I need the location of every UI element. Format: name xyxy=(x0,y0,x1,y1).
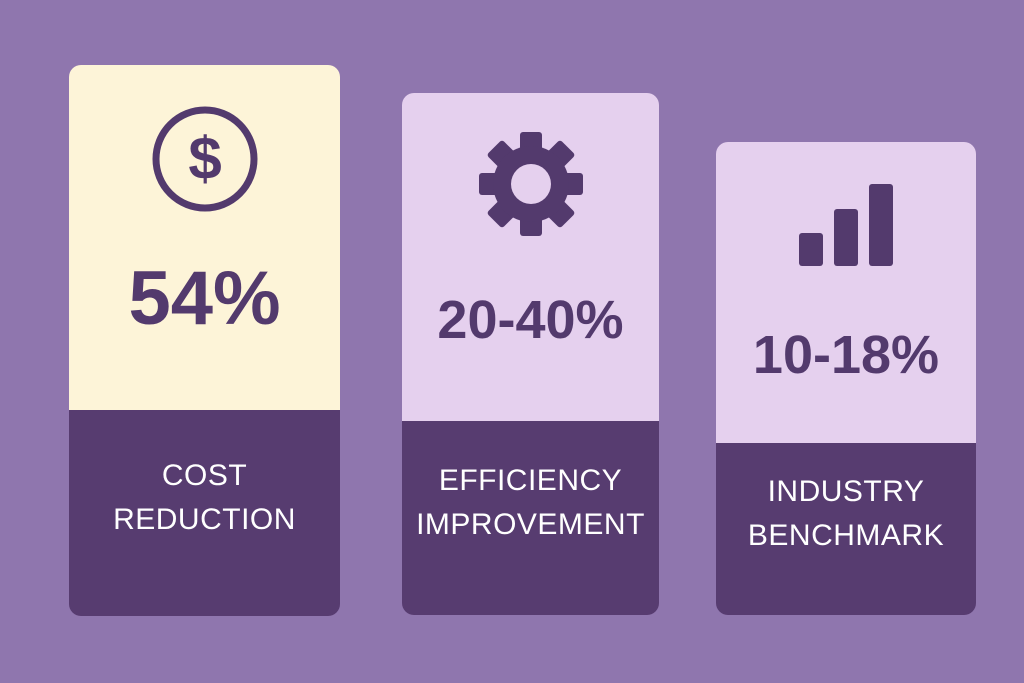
svg-text:$: $ xyxy=(188,125,221,192)
stat-card-top: $ 54% xyxy=(69,65,340,410)
stat-card-top: 10-18% xyxy=(716,142,976,443)
stat-label-line1: INDUSTRY xyxy=(767,475,925,508)
stat-value: 10-18% xyxy=(752,325,940,385)
stat-label-line2: BENCHMARK xyxy=(747,519,945,552)
stat-card-industry-benchmark: 10-18% INDUSTRY BENCHMARK xyxy=(716,142,976,615)
bar-chart-icon xyxy=(799,184,893,266)
stat-card-efficiency-improvement: 20-40% EFFICIENCY IMPROVEMENT xyxy=(402,93,659,615)
stat-label-line1: EFFICIENCY xyxy=(438,464,623,497)
stat-label-panel: INDUSTRY BENCHMARK xyxy=(716,443,976,615)
stat-label: COST REDUCTION xyxy=(113,454,296,542)
stat-value: 54% xyxy=(128,256,281,341)
stat-label-line1: COST xyxy=(161,459,248,492)
dollar-circle-icon: $ xyxy=(152,106,257,212)
stat-value: 20-40% xyxy=(437,290,624,350)
stat-label-panel: COST REDUCTION xyxy=(69,410,340,616)
stat-label-line2: REDUCTION xyxy=(113,503,296,536)
gear-icon xyxy=(478,132,583,236)
stat-label: INDUSTRY BENCHMARK xyxy=(748,470,944,558)
stat-label: EFFICIENCY IMPROVEMENT xyxy=(416,459,645,547)
stat-label-panel: EFFICIENCY IMPROVEMENT xyxy=(402,421,659,615)
stat-card-top: 20-40% xyxy=(402,93,659,421)
stat-label-line2: IMPROVEMENT xyxy=(416,508,645,541)
stat-card-cost-reduction: $ 54% COST REDUCTION xyxy=(69,65,340,616)
